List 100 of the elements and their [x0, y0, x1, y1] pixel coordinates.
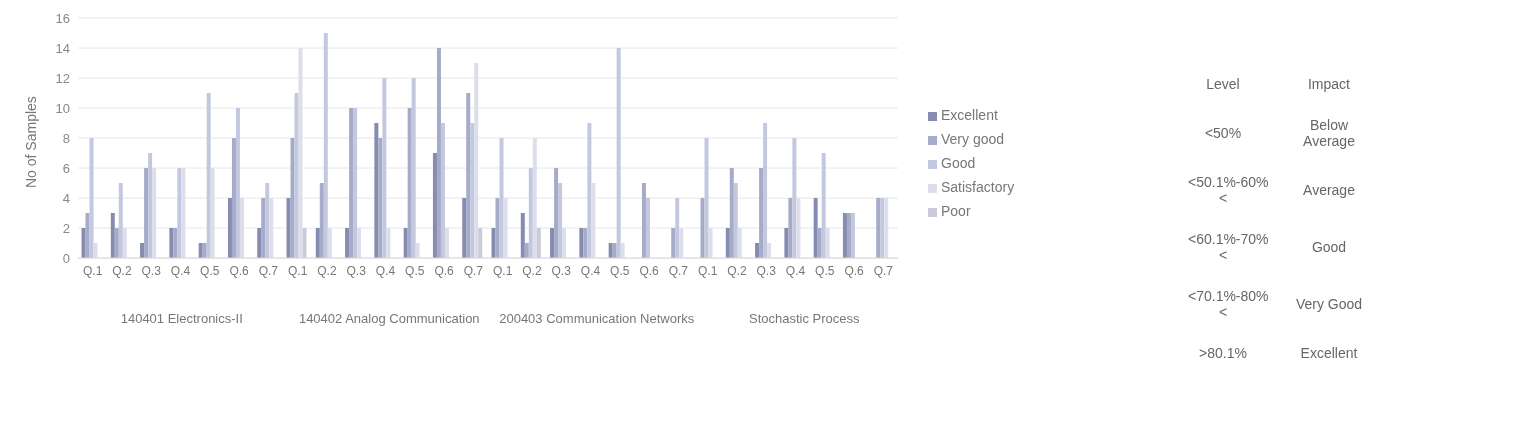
bar	[645, 198, 650, 258]
bar	[319, 183, 324, 258]
legend-label: Poor	[941, 203, 971, 219]
bar	[202, 243, 207, 258]
bar	[436, 48, 441, 258]
bar	[302, 228, 307, 258]
x-tick-label: Q.7	[463, 263, 484, 278]
y-tick-label: 0	[62, 250, 70, 266]
bar	[261, 198, 266, 258]
y-tick-label: 12	[55, 70, 70, 86]
text: <50%	[1203, 124, 1243, 141]
x-tick-label: Q.7	[258, 263, 279, 278]
bar	[110, 213, 115, 258]
bar	[432, 153, 437, 258]
bar	[817, 228, 822, 258]
x-tick-label: Q.1	[82, 263, 103, 278]
bar	[675, 198, 680, 258]
bar	[286, 198, 291, 258]
bar	[554, 168, 559, 258]
bar	[466, 93, 471, 258]
bar	[725, 228, 730, 258]
y-tick-label: 8	[62, 130, 70, 146]
y-tick-label: 2	[62, 220, 70, 236]
x-tick-label: Q.3	[551, 263, 572, 278]
bar	[813, 198, 818, 258]
y-tick-label: 6	[62, 160, 70, 176]
x-tick-label: Q.5	[405, 263, 425, 278]
x-tick-label: Q.5	[610, 263, 630, 278]
bar	[729, 168, 734, 258]
bar	[821, 153, 826, 258]
bar	[788, 198, 793, 258]
bar	[415, 243, 420, 258]
y-axis-title: No of Samples	[22, 96, 39, 188]
bar	[495, 198, 500, 258]
bar	[876, 198, 881, 258]
bar	[382, 78, 387, 258]
bar	[462, 198, 467, 258]
bar	[206, 93, 211, 258]
bar	[140, 243, 145, 258]
y-tick-label: 14	[55, 40, 70, 56]
bar	[374, 123, 379, 258]
text: Very Good	[1294, 295, 1364, 312]
x-tick-label: Q.7	[873, 263, 894, 278]
bar	[620, 243, 625, 258]
y-tick-label: 4	[62, 190, 70, 206]
text: 140401 Electronics-II	[119, 310, 244, 328]
text: >80.1%	[1198, 344, 1248, 361]
bar	[579, 228, 584, 258]
bar	[231, 138, 236, 258]
bar	[440, 123, 445, 258]
bar	[641, 183, 646, 258]
bar	[704, 138, 709, 258]
x-tick-label: Q.7	[668, 263, 689, 278]
bar	[81, 228, 86, 258]
bar	[403, 228, 408, 258]
text: Level	[1205, 75, 1241, 92]
bar	[378, 138, 383, 258]
bar	[478, 228, 483, 258]
x-tick-label: Q.6	[229, 263, 250, 278]
x-tick-label: Q.4	[785, 263, 806, 278]
bar	[583, 228, 588, 258]
bar	[345, 228, 350, 258]
bar	[265, 183, 270, 258]
x-tick-label: Q.6	[639, 263, 660, 278]
x-tick-label: Q.6	[434, 263, 455, 278]
bar	[671, 228, 676, 258]
legend-label: Good	[941, 155, 976, 171]
text: Below Average	[1302, 116, 1356, 149]
bar	[755, 243, 760, 258]
bar	[763, 123, 768, 258]
bar	[257, 228, 262, 258]
bar	[353, 108, 358, 258]
x-tick-label: Q.4	[170, 263, 191, 278]
text: Average	[1302, 181, 1356, 198]
text: Excellent	[1299, 344, 1359, 361]
bar	[792, 138, 797, 258]
x-tick-label: Q.5	[200, 263, 220, 278]
bar	[784, 228, 789, 258]
legend-label: Satisfactory	[941, 179, 1015, 195]
text: Impact	[1307, 75, 1351, 92]
bar	[85, 213, 90, 258]
x-tick-label: Q.1	[697, 263, 718, 278]
bar	[470, 123, 475, 258]
text: <50.1%-60%<	[1188, 173, 1269, 206]
y-tick-label: 10	[55, 100, 70, 116]
x-tick-label: Q.2	[522, 263, 542, 278]
bar	[528, 168, 533, 258]
legend-label: Very good	[941, 131, 1005, 147]
x-tick-label: Q.1	[492, 263, 513, 278]
text: 200403 Communication Networks	[498, 310, 696, 328]
bar	[407, 108, 412, 258]
bar	[608, 243, 613, 258]
bar	[144, 168, 149, 258]
bar	[850, 213, 855, 258]
bar	[733, 183, 738, 258]
bar	[148, 153, 153, 258]
bar	[323, 33, 328, 258]
bar	[294, 93, 299, 258]
bar	[499, 138, 504, 258]
bar	[177, 168, 182, 258]
